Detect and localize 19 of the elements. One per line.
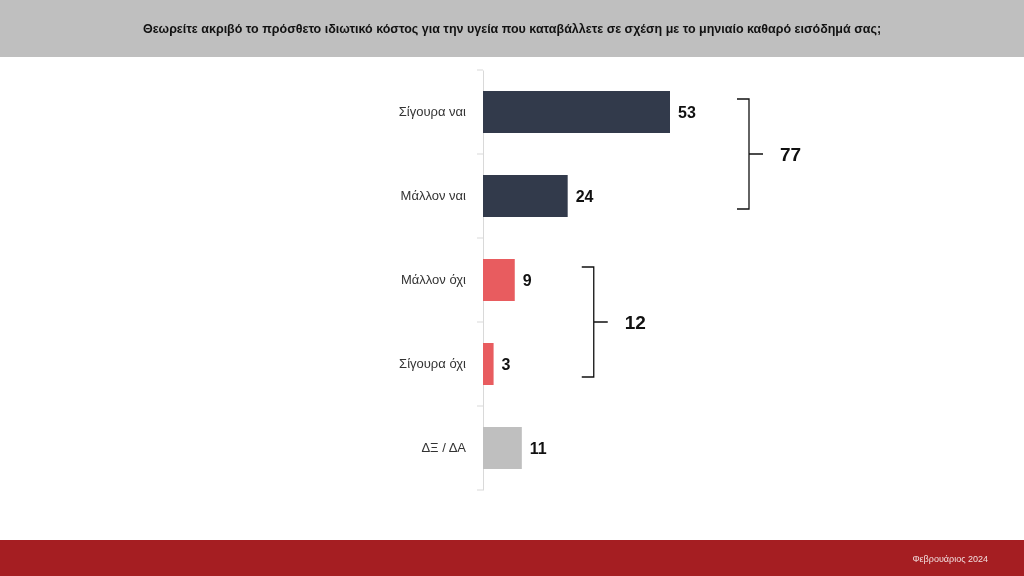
- data-label: 11: [529, 440, 547, 457]
- bar: [483, 91, 670, 133]
- bar: [483, 259, 515, 301]
- bar: [483, 427, 522, 469]
- data-label: 3: [501, 356, 511, 373]
- y-tick-label: Σίγουρα ναι: [398, 104, 467, 120]
- y-tick-label: Μάλλον ναι: [400, 188, 467, 204]
- text: 77: [780, 144, 802, 165]
- data-label: 9: [522, 272, 532, 289]
- bar: [483, 343, 494, 385]
- chart-title: Θεωρείτε ακριβό το πρόσθετο ιδιωτικό κόστος για την υγεία που καταβάλλετε σε σχέση με το μηνιαίο καθαρό εισόδημά σας;: [142, 22, 882, 36]
- bar: [483, 175, 568, 217]
- data-label: 24: [575, 188, 594, 205]
- text: Φεβρουάριος 2024: [912, 554, 988, 564]
- annotation: 12: [624, 312, 646, 333]
- y-tick-label: Μάλλον όχι: [400, 272, 467, 288]
- y-tick-label: ΔΞ / ΔΑ: [421, 440, 467, 456]
- data-label: 53: [678, 104, 696, 121]
- y-tick-label: Σίγουρα όχι: [399, 356, 467, 372]
